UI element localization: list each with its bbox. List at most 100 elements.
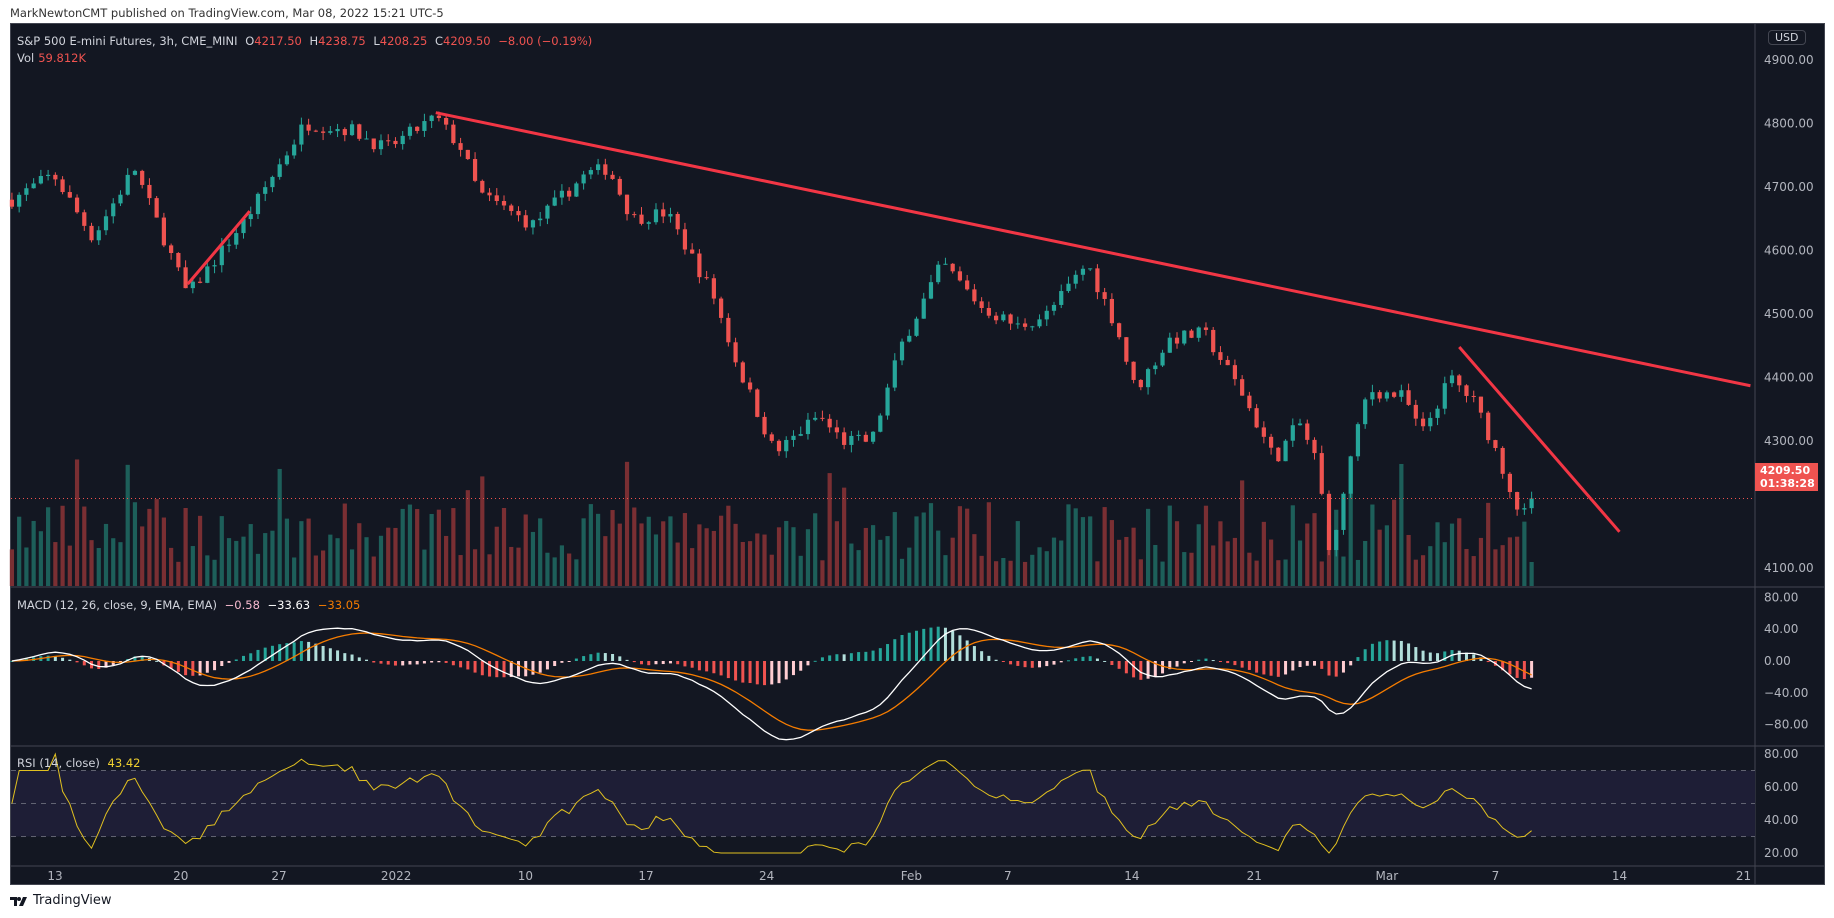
candle-body (769, 434, 774, 441)
macd-histogram-bar (1233, 661, 1237, 666)
candle-body (190, 281, 195, 289)
candle-body (349, 124, 355, 136)
rsi-value: 43.42 (107, 756, 141, 770)
macd-histogram-bar (227, 661, 231, 663)
currency-button[interactable]: USD (1768, 30, 1806, 45)
volume-bar (747, 541, 753, 586)
candle-body (610, 174, 615, 179)
volume-bar (762, 534, 767, 586)
candle-body (1211, 329, 1216, 353)
volume-bar (842, 487, 847, 586)
candle-body (89, 225, 94, 241)
volume-bar (1268, 539, 1274, 586)
rsi-line (11, 752, 1532, 854)
macd-histogram-bar (1313, 661, 1317, 666)
volume-bar (176, 561, 181, 586)
volume-bar (270, 530, 275, 586)
candle-body (1022, 323, 1028, 327)
volume-bar (1283, 559, 1288, 586)
volume-bar (820, 560, 825, 586)
tradingview-logo-icon (10, 896, 27, 906)
candle-body (1471, 395, 1476, 397)
volume-bar (487, 554, 492, 586)
volume-bar (1088, 516, 1093, 586)
macd-histogram-bar (1095, 658, 1099, 661)
volume-bar (1051, 537, 1057, 586)
macd-histogram-bar (560, 661, 564, 663)
time-axis-label: 7 (1492, 869, 1500, 883)
candle-body (444, 118, 449, 125)
volume-bar (624, 461, 630, 586)
volume-bar (1015, 521, 1020, 586)
macd-histogram-bar (191, 661, 195, 676)
macd-histogram-bar (734, 661, 738, 681)
volume-bar (834, 521, 839, 586)
volume-bar (1449, 523, 1455, 586)
volume-bar (1211, 545, 1216, 586)
volume-bar (263, 533, 268, 586)
candle-body (509, 205, 514, 212)
macd-histogram-bar (198, 661, 202, 676)
volume-bar (1037, 547, 1042, 586)
volume-bar (1167, 505, 1172, 586)
candle-body (1240, 379, 1245, 396)
volume-bar (603, 536, 608, 586)
macd-histogram-bar (343, 653, 347, 661)
candle-body (1312, 439, 1317, 454)
macd-histogram-bar (1197, 659, 1201, 661)
volume-bar (632, 507, 637, 586)
macd-histogram-bar (654, 661, 658, 665)
candle-body (1268, 436, 1274, 448)
price-axis-label: 4900.00 (1764, 53, 1814, 67)
candle-body (740, 362, 745, 383)
price-axis-label: 4700.00 (1764, 180, 1814, 194)
volume-bar (400, 508, 405, 586)
volume-bar (1377, 529, 1382, 586)
volume-bar (979, 555, 984, 586)
candle-body (1073, 274, 1078, 284)
volume-bar (67, 545, 72, 586)
volume-bar (1522, 521, 1527, 586)
time-axis-label: 21 (1247, 869, 1262, 883)
candle-body (943, 263, 948, 265)
volume-bar (1399, 463, 1404, 586)
volume-bar (733, 523, 738, 586)
volume-bar (161, 517, 166, 586)
macd-histogram-bar (647, 661, 651, 666)
candle-body (870, 431, 876, 442)
time-axis-label: 24 (759, 869, 774, 883)
volume-bar (950, 537, 955, 586)
candle-body (1095, 268, 1100, 293)
volume-bar (675, 542, 680, 586)
chart-frame[interactable] (10, 23, 1825, 885)
candle-body (813, 417, 818, 420)
macd-histogram-bar (1052, 661, 1056, 665)
candle-body (364, 138, 369, 140)
candle-body (907, 335, 912, 342)
volume-bar (183, 507, 188, 586)
macd-histogram-bar (864, 651, 868, 661)
tradingview-logo[interactable]: TradingView (10, 893, 112, 908)
candle-body (1174, 337, 1180, 344)
macd-histogram-bar (1515, 661, 1519, 678)
volume-bar (494, 526, 499, 586)
rsi-axis-label: 20.00 (1764, 846, 1798, 860)
candle-body (436, 115, 441, 119)
candle-body (1153, 365, 1158, 370)
candle-body (762, 416, 767, 435)
macd-histogram-bar (1508, 661, 1512, 675)
volume-bar (472, 549, 478, 586)
macd-histogram-bar (1464, 652, 1468, 661)
macd-value: −33.63 (267, 598, 311, 612)
volume-bar (1203, 505, 1209, 586)
bar-countdown: 01:38:28 (1760, 477, 1815, 490)
macd-histogram-bar (719, 661, 723, 676)
candle-body (885, 387, 890, 416)
candle-body (704, 277, 709, 279)
macd-histogram-bar (401, 661, 405, 666)
macd-histogram-bar (936, 626, 940, 661)
volume-bar (856, 550, 861, 586)
macd-histogram-bar (184, 661, 188, 676)
volume-bar (103, 523, 109, 586)
